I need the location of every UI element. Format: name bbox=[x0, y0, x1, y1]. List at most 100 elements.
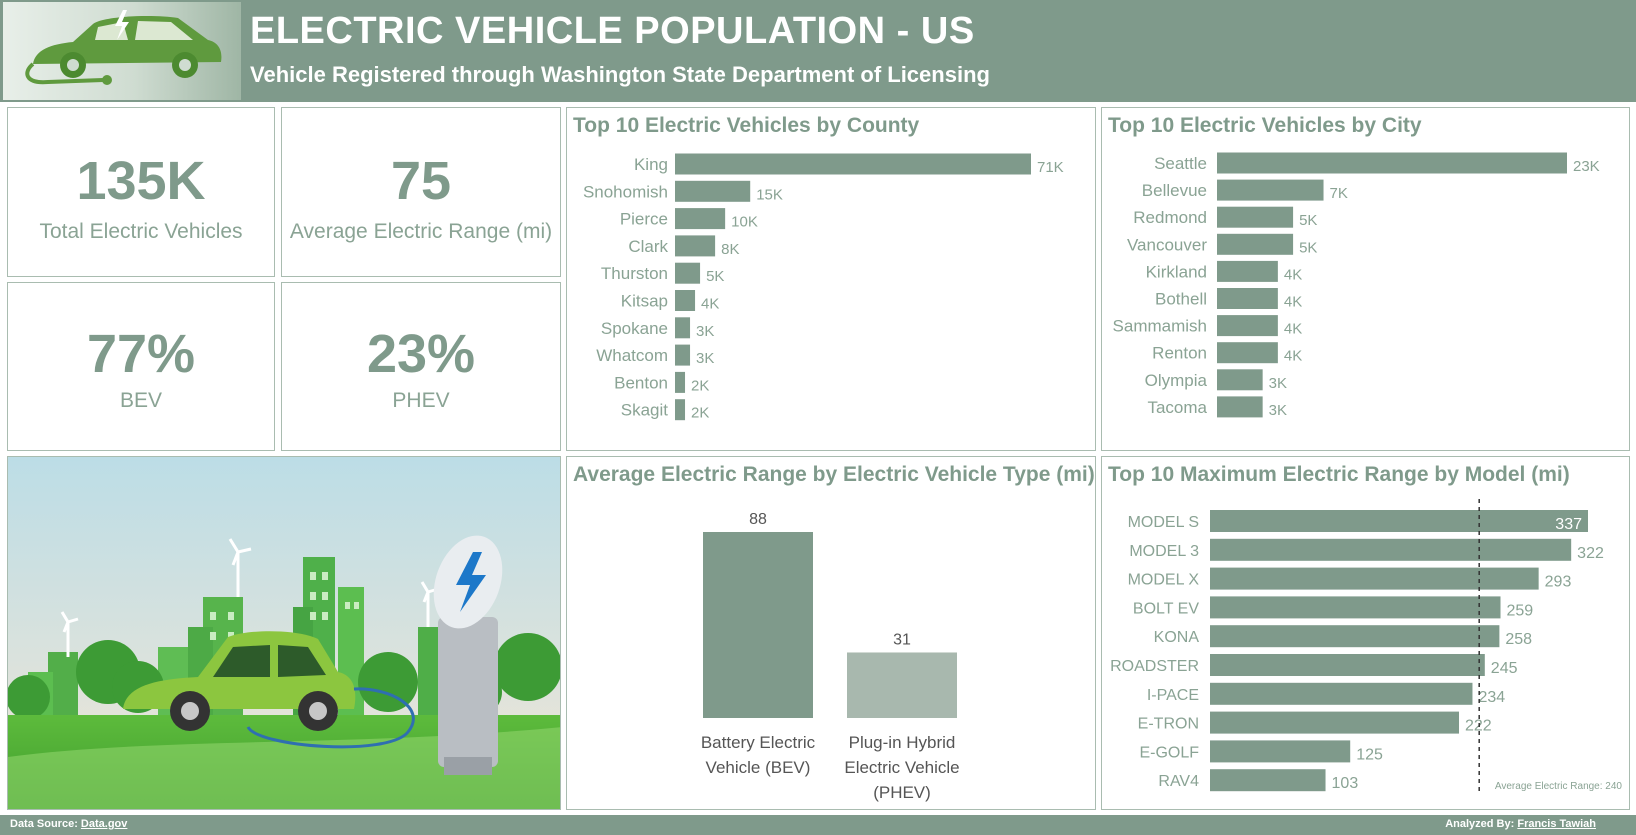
bar[interactable] bbox=[847, 652, 957, 718]
data-label: 337 bbox=[1555, 516, 1582, 533]
chart-card-model: Top 10 Maximum Electric Range by Model (… bbox=[1101, 456, 1630, 810]
author-link[interactable]: Francis Tawiah bbox=[1517, 818, 1596, 830]
kpi-card-total-vehicles: 135K Total Electric Vehicles bbox=[7, 107, 275, 277]
category-label: MODEL 3 bbox=[1129, 543, 1199, 560]
data-label: 4K bbox=[1284, 321, 1302, 338]
bar[interactable] bbox=[675, 371, 686, 393]
kpi-phev-label: PHEV bbox=[392, 389, 450, 412]
bar[interactable] bbox=[675, 208, 726, 230]
bar[interactable] bbox=[1217, 260, 1278, 282]
data-label: 10K bbox=[731, 214, 758, 231]
bar[interactable] bbox=[675, 153, 1031, 175]
chart-model-svg: MODEL S 337 MODEL 3 322 MODEL X 293 BOLT EV 259… bbox=[1110, 499, 1622, 793]
data-source: Data Source: Data.gov bbox=[10, 818, 127, 830]
data-label: 3K bbox=[696, 323, 714, 340]
bar[interactable] bbox=[675, 290, 696, 311]
category-label: Seattle bbox=[1154, 154, 1207, 173]
data-label: 293 bbox=[1545, 574, 1572, 591]
dashboard-header: ELECTRIC VEHICLE POPULATION - US Vehicle… bbox=[0, 0, 1636, 102]
category-label: RAV4 bbox=[1158, 773, 1199, 790]
author-label: Analyzed By: bbox=[1445, 818, 1515, 830]
data-label: 5K bbox=[1299, 239, 1317, 256]
bar[interactable] bbox=[675, 262, 701, 284]
category-label: KONA bbox=[1154, 629, 1200, 646]
bar[interactable] bbox=[1217, 396, 1263, 418]
data-label: 2K bbox=[691, 377, 709, 394]
category-label: Renton bbox=[1152, 344, 1207, 363]
bar[interactable] bbox=[1217, 288, 1278, 309]
kpi-bev-label: BEV bbox=[119, 389, 163, 412]
chart-city-svg: Seattle 23K Bellevue 7K Redmond 5K Vancouver 5K… bbox=[1113, 152, 1600, 419]
bar[interactable] bbox=[1210, 596, 1501, 619]
category-label: Battery Electric bbox=[701, 733, 816, 752]
bar[interactable] bbox=[1217, 315, 1278, 337]
bar[interactable] bbox=[675, 399, 686, 421]
data-label: 31 bbox=[893, 631, 911, 648]
category-label: E-TRON bbox=[1138, 716, 1199, 733]
bar[interactable] bbox=[1217, 179, 1324, 201]
bar[interactable] bbox=[1210, 567, 1539, 590]
kpi-range-value: 75 bbox=[390, 151, 452, 211]
data-label: 4K bbox=[1284, 348, 1302, 365]
chart-county-svg: King 71K Snohomish 15K Pierce 10K Clark 8K Thurs… bbox=[583, 153, 1064, 422]
category-label: Sammamish bbox=[1113, 317, 1207, 336]
dashboard-footer: Data Source: Data.gov Analyzed By: Franc… bbox=[0, 815, 1636, 835]
bar[interactable] bbox=[1210, 740, 1351, 763]
category-label: King bbox=[634, 155, 668, 174]
bar[interactable] bbox=[1210, 510, 1588, 532]
bar[interactable] bbox=[1210, 625, 1500, 648]
bar[interactable] bbox=[675, 344, 691, 366]
data-label: 125 bbox=[1356, 746, 1383, 763]
bar[interactable] bbox=[675, 180, 751, 202]
bar[interactable] bbox=[1210, 769, 1326, 792]
data-label: 3K bbox=[696, 350, 714, 367]
bar[interactable] bbox=[1217, 233, 1294, 255]
author-credit: Analyzed By: Francis Tawiah bbox=[1445, 818, 1596, 830]
eco-car-plug-icon bbox=[3, 2, 241, 100]
category-label: Skagit bbox=[621, 401, 669, 420]
bar[interactable] bbox=[1210, 682, 1473, 705]
category-label: Whatcom bbox=[596, 346, 668, 365]
bar[interactable] bbox=[703, 532, 813, 718]
category-label: Plug-in Hybrid bbox=[849, 733, 956, 752]
bar[interactable] bbox=[1217, 152, 1567, 174]
category-label: Redmond bbox=[1133, 208, 1207, 227]
data-label: 4K bbox=[701, 296, 719, 313]
bar[interactable] bbox=[1210, 538, 1572, 561]
category-label: BOLT EV bbox=[1133, 600, 1199, 617]
data-source-label: Data Source: bbox=[10, 818, 78, 830]
chart-title-type: Average Electric Range by Electric Vehic… bbox=[573, 463, 1095, 486]
chart-title-city: Top 10 Electric Vehicles by City bbox=[1108, 114, 1422, 137]
chart-title-model: Top 10 Maximum Electric Range by Model (… bbox=[1108, 463, 1570, 486]
category-label: ROADSTER bbox=[1110, 658, 1199, 675]
category-label: Bellevue bbox=[1142, 181, 1207, 200]
data-label: 8K bbox=[721, 241, 739, 258]
kpi-total-label: Total Electric Vehicles bbox=[39, 220, 243, 243]
category-label: Snohomish bbox=[583, 182, 668, 201]
data-label: 7K bbox=[1330, 185, 1348, 202]
chart-card-city: Top 10 Electric Vehicles by City Seattle… bbox=[1101, 107, 1630, 451]
data-label: 3K bbox=[1269, 402, 1287, 419]
bar[interactable] bbox=[675, 235, 716, 257]
category-label: E-GOLF bbox=[1139, 744, 1199, 761]
bar[interactable] bbox=[1210, 711, 1460, 734]
data-label: 259 bbox=[1507, 602, 1534, 619]
bar[interactable] bbox=[675, 317, 691, 339]
page-subtitle: Vehicle Registered through Washington St… bbox=[250, 62, 990, 87]
category-label: Electric Vehicle bbox=[844, 758, 959, 777]
page-title: ELECTRIC VEHICLE POPULATION - US bbox=[250, 10, 975, 52]
data-source-link[interactable]: Data.gov bbox=[80, 818, 128, 830]
category-label: Olympia bbox=[1145, 371, 1208, 390]
data-label: 103 bbox=[1332, 775, 1359, 792]
kpi-total-value: 135K bbox=[76, 151, 206, 211]
data-label: 4K bbox=[1284, 294, 1302, 311]
bar[interactable] bbox=[1217, 369, 1263, 391]
bar[interactable] bbox=[1217, 206, 1294, 228]
kpi-range-label: Average Electric Range (mi) bbox=[289, 220, 553, 243]
category-label: Pierce bbox=[620, 210, 668, 229]
bar[interactable] bbox=[1210, 654, 1485, 676]
data-label: 234 bbox=[1478, 689, 1505, 706]
kpi-card-bev: 77% BEV bbox=[7, 282, 275, 451]
bar[interactable] bbox=[1217, 342, 1278, 364]
data-label: 5K bbox=[1299, 212, 1317, 229]
